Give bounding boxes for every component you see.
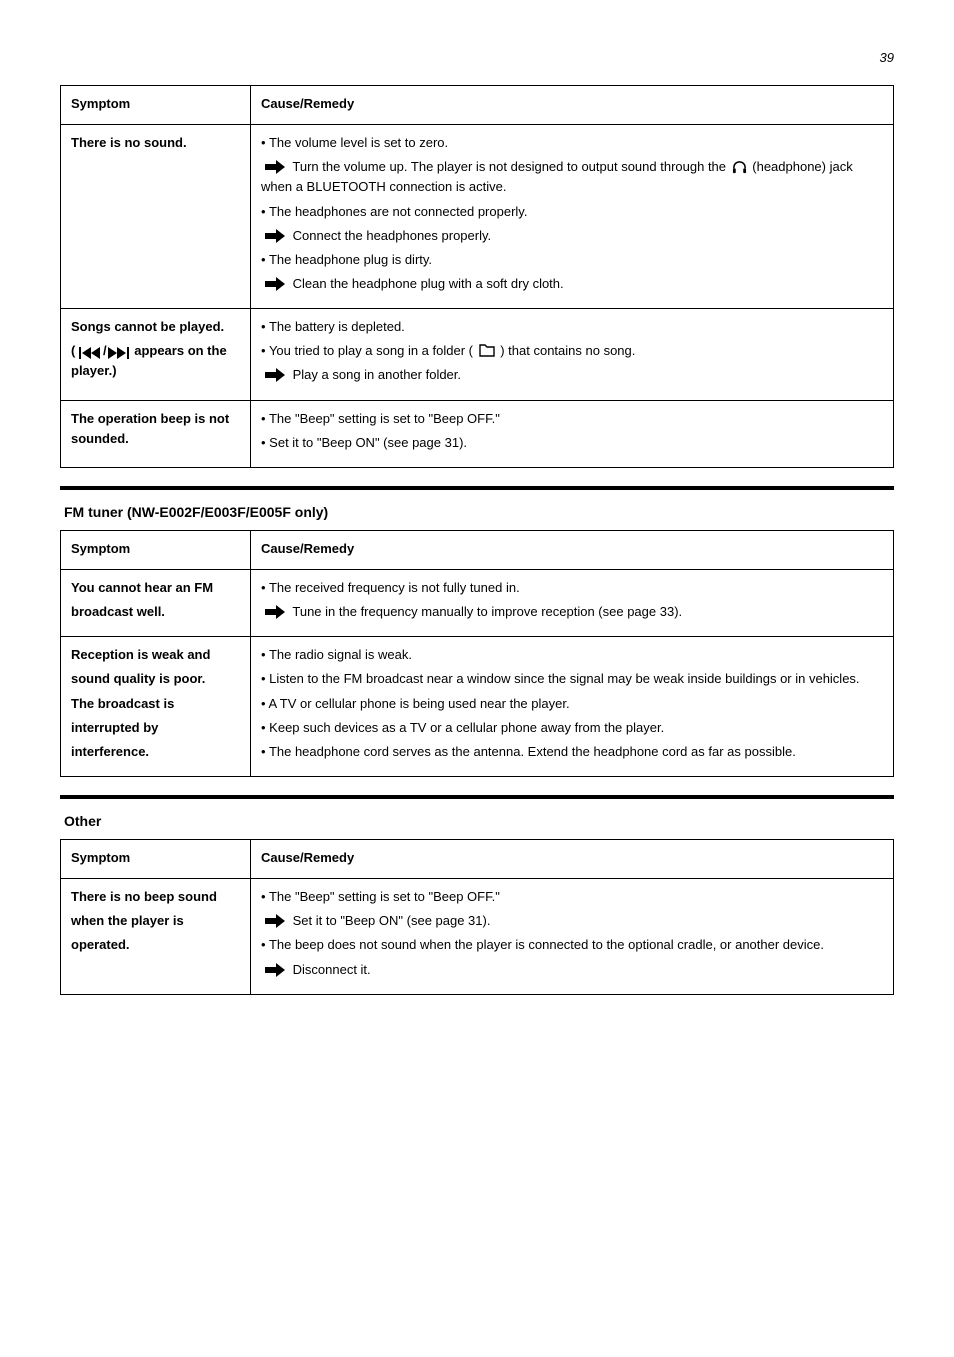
cause-cell: • The battery is depleted. • You tried t… bbox=[251, 309, 894, 400]
cause-text: Set it to "Beep ON" (see page 31). bbox=[293, 913, 491, 928]
cause-text: Turn the volume up. The player is not de… bbox=[292, 159, 726, 174]
section-separator bbox=[60, 486, 894, 490]
arrow-right-icon bbox=[265, 160, 285, 174]
skip-next-icon bbox=[107, 346, 129, 360]
symptom-text: broadcast well. bbox=[71, 602, 240, 622]
skip-previous-icon bbox=[79, 346, 101, 360]
playback-troubleshoot-table: Symptom Cause/Remedy There is no sound. … bbox=[60, 85, 894, 468]
table-row: There is no sound. • The volume level is… bbox=[61, 125, 894, 309]
cause-cell: • The volume level is set to zero. Turn … bbox=[251, 125, 894, 309]
symptom-cell: Songs cannot be played. ( / appears on t… bbox=[61, 309, 251, 400]
cause-text: The volume level is set to zero. bbox=[269, 135, 448, 150]
symptom-text: sound quality is poor. bbox=[71, 669, 240, 689]
table-row: Reception is weak and sound quality is p… bbox=[61, 637, 894, 777]
cause-text: You tried to play a song in a folder ( bbox=[269, 343, 473, 358]
symptom-text: interference. bbox=[71, 742, 240, 762]
table-row: There is no beep sound when the player i… bbox=[61, 879, 894, 995]
cause-text: A TV or cellular phone is being used nea… bbox=[268, 696, 569, 711]
cause-text: ) that contains no song. bbox=[500, 343, 635, 358]
symptom-text: when the player is bbox=[71, 911, 240, 931]
symptom-text: ( bbox=[71, 343, 75, 358]
table-row: The operation beep is not sounded. • The… bbox=[61, 400, 894, 467]
cause-cell: • The "Beep" setting is set to "Beep OFF… bbox=[251, 400, 894, 467]
cause-text: The headphones are not connected properl… bbox=[269, 204, 528, 219]
cause-text: Set it to "Beep ON" (see page 31). bbox=[269, 435, 467, 450]
headphone-icon bbox=[732, 159, 747, 174]
section-separator bbox=[60, 795, 894, 799]
arrow-right-icon bbox=[265, 914, 285, 928]
table-header-symptom: Symptom bbox=[61, 530, 251, 569]
cause-text: The battery is depleted. bbox=[269, 319, 405, 334]
arrow-right-icon bbox=[265, 277, 285, 291]
section-title-fm: FM tuner (NW-E002F/E003F/E005F only) bbox=[64, 504, 894, 520]
section-title-other: Other bbox=[64, 813, 894, 829]
table-header-cause: Cause/Remedy bbox=[251, 530, 894, 569]
cause-text: Play a song in another folder. bbox=[293, 367, 461, 382]
arrow-right-icon bbox=[265, 229, 285, 243]
symptom-text: Songs cannot be played. bbox=[71, 317, 240, 337]
cause-text: Keep such devices as a TV or a cellular … bbox=[269, 720, 664, 735]
table-header-cause: Cause/Remedy bbox=[251, 86, 894, 125]
cause-text: The "Beep" setting is set to "Beep OFF." bbox=[269, 411, 500, 426]
other-troubleshoot-table: Symptom Cause/Remedy There is no beep so… bbox=[60, 839, 894, 995]
arrow-right-icon bbox=[265, 605, 285, 619]
arrow-right-icon bbox=[265, 368, 285, 382]
symptom-cell: There is no sound. bbox=[61, 125, 251, 309]
page-number: 39 bbox=[60, 50, 894, 65]
symptom-cell: You cannot hear an FM broadcast well. bbox=[61, 569, 251, 636]
arrow-right-icon bbox=[265, 963, 285, 977]
cause-text: Connect the headphones properly. bbox=[293, 228, 492, 243]
symptom-cell: Reception is weak and sound quality is p… bbox=[61, 637, 251, 777]
cause-text: The headphone cord serves as the antenna… bbox=[269, 744, 796, 759]
symptom-text: interrupted by bbox=[71, 718, 240, 738]
symptom-text: There is no beep sound bbox=[71, 887, 240, 907]
table-header-symptom: Symptom bbox=[61, 86, 251, 125]
table-header-symptom: Symptom bbox=[61, 839, 251, 878]
symptom-text: Reception is weak and bbox=[71, 645, 240, 665]
cause-text: The headphone plug is dirty. bbox=[269, 252, 432, 267]
symptom-cell: The operation beep is not sounded. bbox=[61, 400, 251, 467]
cause-text: The "Beep" setting is set to "Beep OFF." bbox=[269, 889, 500, 904]
symptom-text: operated. bbox=[71, 935, 240, 955]
symptom-text: You cannot hear an FM bbox=[71, 578, 240, 598]
fm-troubleshoot-table: Symptom Cause/Remedy You cannot hear an … bbox=[60, 530, 894, 777]
cause-text: The received frequency is not fully tune… bbox=[269, 580, 520, 595]
table-header-cause: Cause/Remedy bbox=[251, 839, 894, 878]
symptom-cell: There is no beep sound when the player i… bbox=[61, 879, 251, 995]
symptom-text: The broadcast is bbox=[71, 694, 240, 714]
table-row: You cannot hear an FM broadcast well. • … bbox=[61, 569, 894, 636]
cause-cell: • The radio signal is weak. • Listen to … bbox=[251, 637, 894, 777]
folder-icon bbox=[479, 344, 495, 357]
cause-text: Listen to the FM broadcast near a window… bbox=[269, 671, 859, 686]
cause-text: Disconnect it. bbox=[293, 962, 371, 977]
cause-text: The beep does not sound when the player … bbox=[269, 937, 824, 952]
cause-text: Clean the headphone plug with a soft dry… bbox=[293, 276, 564, 291]
cause-text: Tune in the frequency manually to improv… bbox=[292, 604, 682, 619]
cause-cell: • The "Beep" setting is set to "Beep OFF… bbox=[251, 879, 894, 995]
cause-text: The radio signal is weak. bbox=[269, 647, 412, 662]
cause-cell: • The received frequency is not fully tu… bbox=[251, 569, 894, 636]
table-row: Songs cannot be played. ( / appears on t… bbox=[61, 309, 894, 400]
